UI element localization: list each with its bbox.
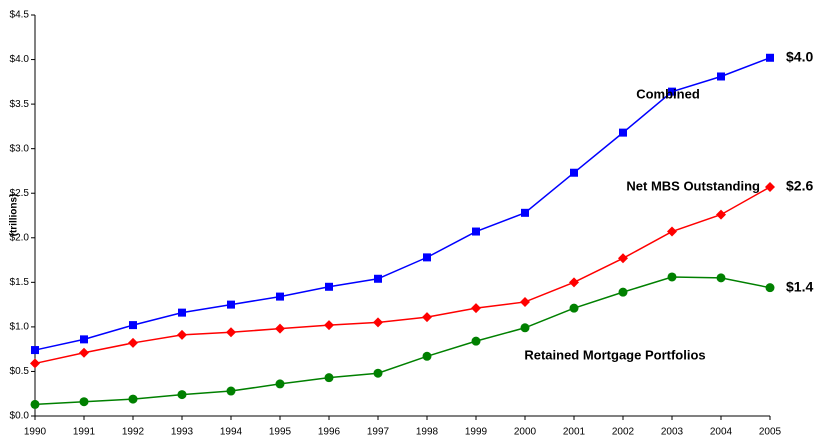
y-tick-label: $0.0 (10, 411, 30, 422)
marker (79, 397, 89, 407)
y-tick-label: $1.5 (10, 277, 30, 288)
y-tick-label: $2.5 (10, 188, 30, 199)
marker (30, 399, 40, 409)
marker (471, 303, 481, 314)
marker (618, 287, 628, 297)
marker (324, 373, 334, 383)
x-tick-label: 1991 (73, 427, 96, 438)
marker (177, 329, 187, 340)
marker (128, 337, 138, 348)
marker (226, 327, 236, 338)
marker (569, 277, 579, 288)
x-tick-label: 2002 (612, 427, 635, 438)
value-label: $2.6 (786, 178, 813, 194)
x-tick-label: 1999 (465, 427, 488, 438)
marker (374, 274, 382, 283)
marker (275, 379, 285, 389)
marker (520, 323, 530, 333)
marker (521, 208, 529, 217)
series-line (34, 186, 771, 365)
x-tick-label: 2000 (514, 427, 537, 438)
marker (472, 227, 480, 236)
marker (31, 346, 39, 355)
series-label: Retained Mortgage Portfolios (524, 347, 705, 362)
marker (227, 300, 235, 309)
marker (30, 358, 40, 369)
marker (422, 312, 432, 323)
marker (667, 272, 677, 282)
x-tick-label: 1993 (171, 427, 194, 438)
marker (178, 308, 186, 317)
marker (177, 390, 187, 400)
marker (716, 209, 726, 220)
x-tick-label: 2004 (710, 427, 733, 438)
marker (618, 253, 628, 264)
y-tick-label: $2.0 (10, 232, 30, 243)
marker (716, 273, 726, 283)
marker (765, 283, 775, 293)
y-tick-label: $0.5 (10, 366, 30, 377)
series-label: Combined (636, 86, 700, 101)
value-label: $1.4 (786, 278, 813, 294)
marker (569, 303, 579, 313)
y-tick-label: $1.0 (10, 322, 30, 333)
marker (765, 181, 775, 192)
marker (667, 226, 677, 237)
y-tick-label: $3.0 (10, 143, 30, 154)
marker (717, 72, 725, 81)
x-tick-label: 1996 (318, 427, 341, 438)
y-tick-label: $4.0 (10, 54, 30, 65)
marker (80, 335, 88, 344)
marker (423, 253, 431, 262)
series-label: Net MBS Outstanding (626, 178, 760, 193)
marker (668, 87, 676, 96)
y-tick-label: $3.5 (10, 99, 30, 110)
marker (79, 347, 89, 358)
marker (766, 53, 774, 62)
marker (520, 296, 530, 307)
x-tick-label: 1995 (269, 427, 292, 438)
x-tick-label: 1998 (416, 427, 439, 438)
y-axis-label: (trillions) (9, 194, 20, 237)
marker (471, 336, 481, 346)
marker (275, 323, 285, 334)
marker (619, 128, 627, 137)
marker (570, 168, 578, 177)
x-tick-label: 1997 (367, 427, 390, 438)
x-tick-label: 2003 (661, 427, 684, 438)
marker (129, 321, 137, 330)
marker (128, 394, 138, 404)
marker (422, 351, 432, 361)
marker (276, 292, 284, 301)
value-label: $4.0 (786, 48, 813, 64)
marker (373, 368, 383, 378)
marker (373, 317, 383, 328)
x-tick-label: 2001 (563, 427, 586, 438)
series-line (34, 276, 771, 406)
x-tick-label: 2005 (759, 427, 782, 438)
marker (325, 282, 333, 291)
x-tick-label: 1990 (24, 427, 47, 438)
marker (226, 386, 236, 396)
marker (324, 320, 334, 331)
x-tick-label: 1994 (220, 427, 243, 438)
x-tick-label: 1992 (122, 427, 145, 438)
series-line (34, 57, 771, 351)
y-tick-label: $4.5 (10, 10, 30, 21)
